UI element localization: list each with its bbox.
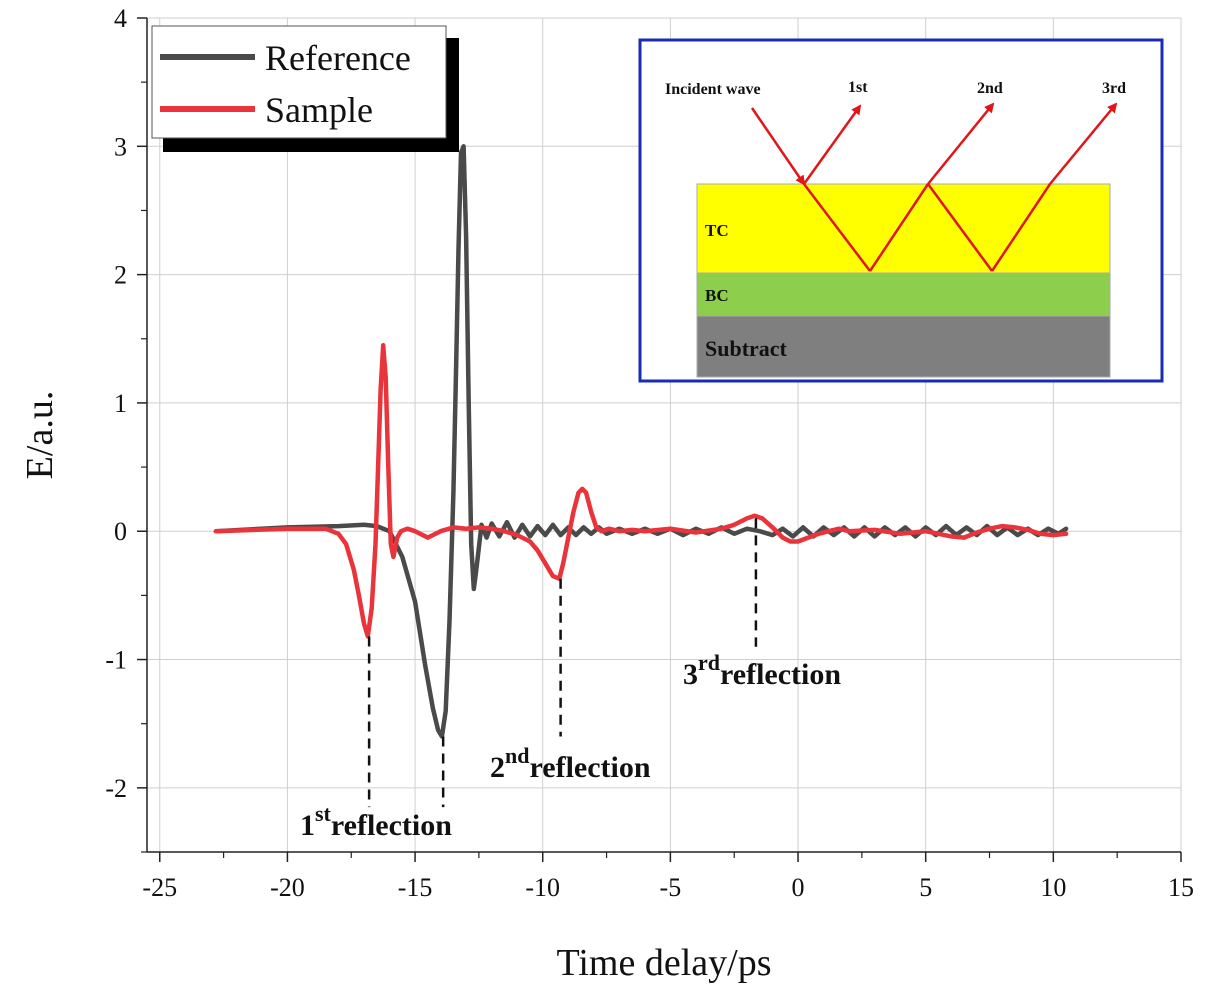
y-tick-label-6: 4 bbox=[114, 4, 127, 33]
legend-label-sample: Sample bbox=[265, 90, 373, 130]
x-tick-label-8: 15 bbox=[1168, 873, 1194, 902]
incident-ray bbox=[750, 107, 806, 186]
x-tick-label-6: 5 bbox=[919, 873, 932, 902]
reflection-label-2nd: 2ndreflection bbox=[490, 743, 651, 784]
series-layer bbox=[213, 144, 1069, 739]
bottom-reflected-ray-1 bbox=[868, 183, 930, 272]
x-tick-label-1: -20 bbox=[270, 873, 305, 902]
bc-layer bbox=[696, 272, 1111, 317]
y-axis-title: E/a.u. bbox=[19, 391, 61, 480]
legend-box bbox=[151, 25, 447, 139]
first-reflected-ray bbox=[802, 104, 862, 185]
third-reflected-ray bbox=[1049, 102, 1118, 185]
substrate-layer bbox=[696, 315, 1111, 378]
reflection-label-1st: 1streflection bbox=[300, 801, 452, 842]
x-tick-label-0: -25 bbox=[142, 873, 177, 902]
refracted-ray-2 bbox=[926, 183, 994, 272]
substrate-label: Subtract bbox=[705, 336, 788, 361]
annotation-layer: 1streflection 2ndreflection 3rdreflection bbox=[300, 518, 841, 842]
x-axis-title: Time delay/ps bbox=[557, 942, 772, 984]
legend: Reference Sample bbox=[151, 25, 459, 152]
y-tick-label-5: 3 bbox=[114, 132, 127, 161]
y-tick-label-4: 2 bbox=[114, 261, 127, 290]
bottom-reflected-ray-2 bbox=[990, 183, 1052, 272]
bc-label: BC bbox=[705, 286, 729, 305]
second-reflected-ray bbox=[927, 102, 995, 185]
ray-label-1st: 1st bbox=[848, 79, 868, 96]
series-line-sample bbox=[213, 342, 1069, 639]
refracted-ray-1 bbox=[803, 183, 871, 272]
x-tick-label-5: 0 bbox=[792, 873, 805, 902]
legend-label-reference: Reference bbox=[265, 38, 411, 78]
x-tick-label-2: -15 bbox=[398, 873, 433, 902]
reflection-label-3rd: 3rdreflection bbox=[683, 650, 841, 691]
inset-diagram: TC BC Subtract Incident wave 1st 2nd 3rd bbox=[638, 38, 1164, 383]
x-tick-label-7: 10 bbox=[1040, 873, 1066, 902]
ray-label-3rd: 3rd bbox=[1102, 80, 1126, 97]
y-tick-label-0: -2 bbox=[105, 774, 127, 803]
ray-paths bbox=[750, 102, 1118, 272]
x-tick-label-3: -10 bbox=[525, 873, 560, 902]
ray-label-2nd: 2nd bbox=[977, 80, 1003, 97]
y-tick-label-3: 1 bbox=[114, 389, 127, 418]
incident-wave-label: Incident wave bbox=[665, 81, 761, 98]
tc-layer bbox=[696, 183, 1111, 274]
tc-label: TC bbox=[705, 221, 729, 240]
x-tick-label-4: -5 bbox=[660, 873, 682, 902]
y-tick-label-1: -1 bbox=[105, 646, 127, 675]
y-tick-label-2: 0 bbox=[114, 517, 127, 546]
